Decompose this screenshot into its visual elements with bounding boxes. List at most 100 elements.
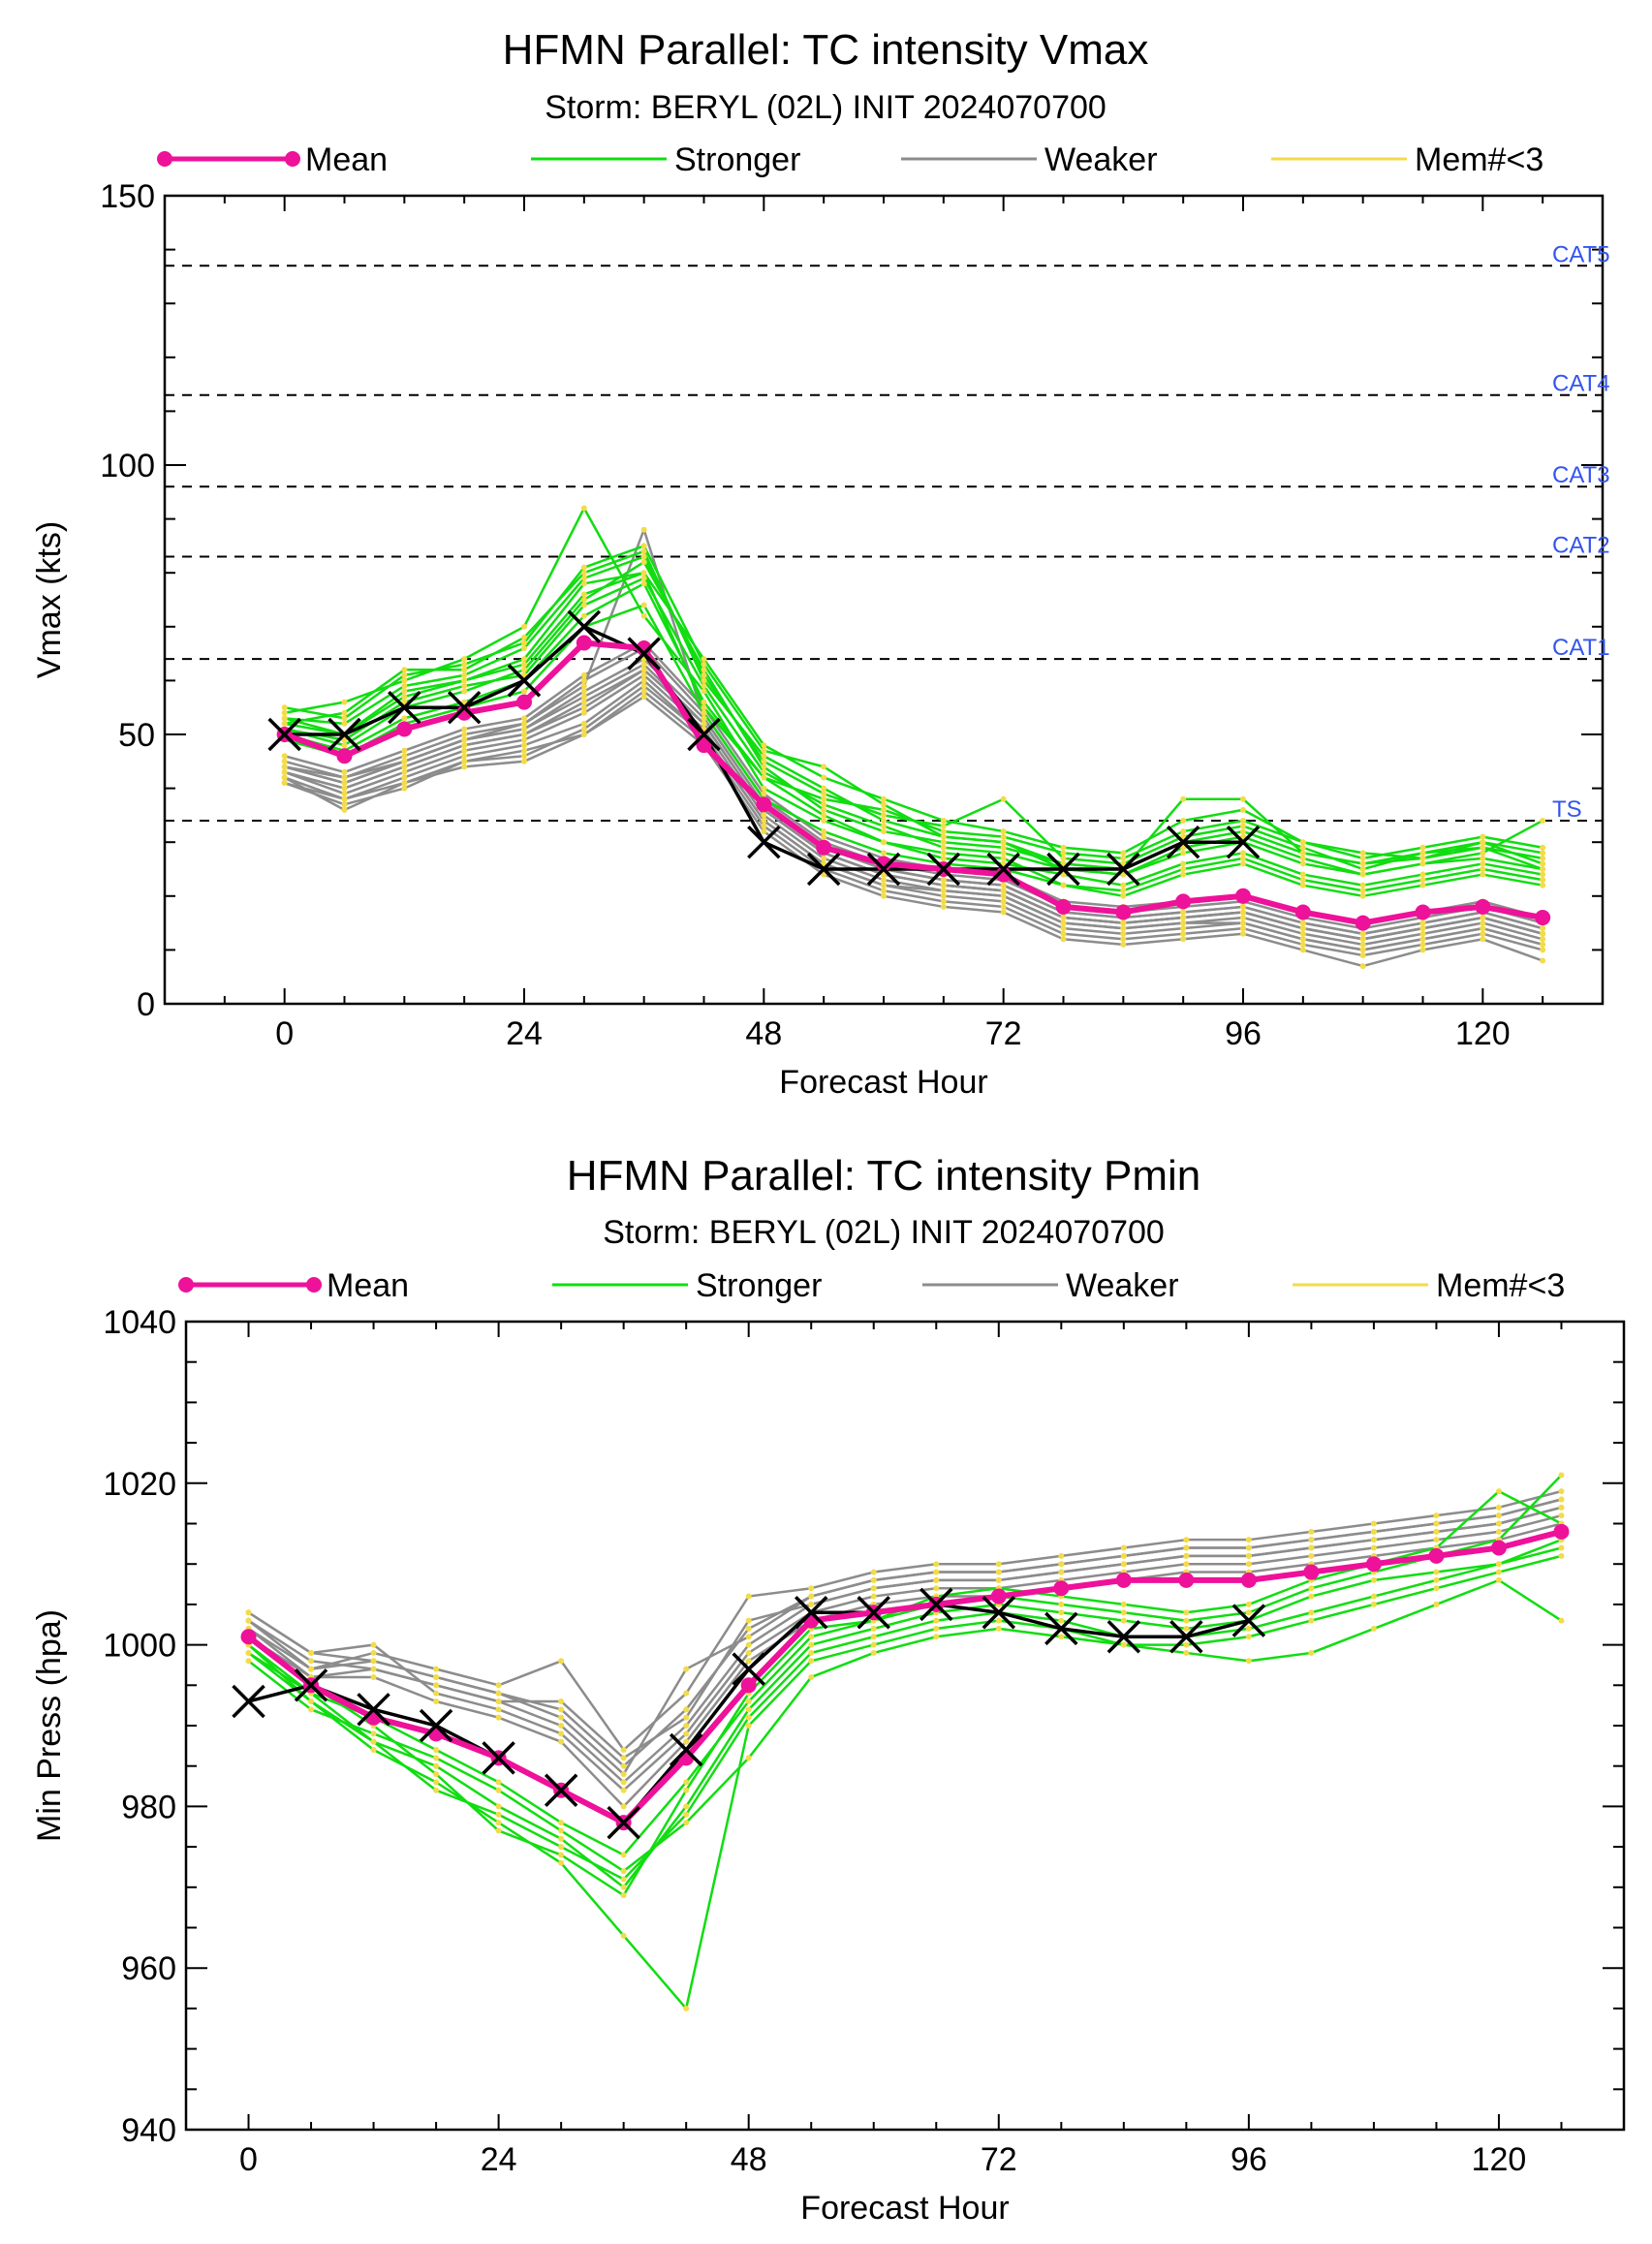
observed-point (687, 717, 721, 752)
member-point (761, 742, 767, 749)
member-point (401, 768, 408, 775)
member-point (640, 682, 647, 689)
x-tick-label: 24 (506, 1015, 543, 1052)
y-tick-label: 0 (137, 986, 155, 1023)
member-point (808, 1673, 815, 1680)
member-point (870, 1641, 877, 1648)
member-point (1359, 860, 1366, 867)
member-point (245, 1649, 252, 1656)
member-point (940, 877, 947, 884)
member-point (495, 1698, 502, 1704)
member-point (341, 791, 348, 797)
weaker-member-line (284, 695, 1543, 968)
member-point (821, 791, 827, 797)
member-point (1299, 844, 1306, 851)
member-point (821, 833, 827, 840)
member-point (1480, 936, 1486, 943)
member-point (495, 1779, 502, 1786)
member-point (1183, 1537, 1190, 1543)
member-point (761, 791, 767, 797)
member-point (281, 768, 288, 775)
member-point (1240, 828, 1246, 835)
member-point (1180, 909, 1187, 916)
member-point (1240, 795, 1246, 802)
member-point (495, 1682, 502, 1689)
member-point (940, 882, 947, 888)
mean-point (1535, 910, 1551, 926)
member-point (933, 1634, 940, 1640)
mean-point (1303, 1564, 1320, 1580)
member-point (1433, 1537, 1440, 1543)
member-point (1120, 1617, 1127, 1624)
member-point (640, 602, 647, 608)
member-point (1433, 1576, 1440, 1583)
member-point (308, 1666, 315, 1672)
stronger-member-line (284, 571, 1543, 898)
member-point (640, 580, 647, 587)
x-tick-label: 24 (481, 2141, 517, 2178)
observed-point (732, 1652, 765, 1686)
x-tick-label: 0 (275, 1015, 294, 1052)
member-point (401, 682, 408, 689)
member-point (341, 785, 348, 792)
member-point (933, 1585, 940, 1592)
observed-point (669, 1732, 703, 1767)
member-point (701, 671, 707, 678)
member-point (341, 736, 348, 743)
member-point (521, 720, 527, 727)
member-point (558, 1738, 565, 1745)
member-point (401, 764, 408, 770)
member-point (995, 1625, 1002, 1632)
member-point (1060, 871, 1067, 878)
member-point (1245, 1658, 1252, 1665)
member-point (281, 715, 288, 722)
member-point (1058, 1561, 1065, 1568)
mean-point (816, 839, 832, 856)
member-point (870, 1625, 877, 1632)
member-point (1060, 844, 1067, 851)
member-point (701, 677, 707, 684)
member-point (370, 1738, 377, 1745)
member-point (433, 1666, 440, 1672)
member-point (683, 1811, 690, 1818)
category-label-cat3: CAT3 (1552, 462, 1610, 488)
mean-point (1553, 1523, 1570, 1540)
member-point (761, 785, 767, 792)
mean-point (1115, 1572, 1132, 1588)
member-point (1480, 860, 1486, 867)
member-point (683, 1714, 690, 1721)
member-point (1558, 1472, 1565, 1479)
member-point (521, 667, 527, 673)
member-point (1480, 839, 1486, 846)
pmin-legend: Mean Stronger Weaker Mem#<3 (178, 1267, 1565, 1304)
member-point (521, 623, 527, 630)
member-point (1308, 1552, 1315, 1559)
member-point (370, 1673, 377, 1680)
stronger-member-line (284, 604, 1543, 892)
member-point (495, 1690, 502, 1697)
member-point (821, 785, 827, 792)
member-point (1240, 855, 1246, 861)
member-point (1299, 936, 1306, 943)
observed-point (982, 1596, 1016, 1630)
member-point (1370, 1544, 1377, 1551)
observed-point (1226, 825, 1261, 859)
member-point (461, 688, 468, 695)
member-point (1495, 1528, 1502, 1535)
member-point (370, 1666, 377, 1672)
member-point (640, 570, 647, 577)
member-point (683, 1690, 690, 1697)
observed-point (986, 852, 1020, 887)
member-point (580, 612, 587, 619)
member-point (245, 1617, 252, 1624)
observed-point (544, 1773, 578, 1807)
member-point (1060, 915, 1067, 921)
member-point (461, 747, 468, 754)
member-point (745, 1714, 752, 1721)
member-point (521, 634, 527, 640)
member-point (870, 1649, 877, 1656)
member-point (401, 677, 408, 684)
mean-point (1178, 1572, 1195, 1588)
member-point (940, 828, 947, 835)
member-point (1480, 925, 1486, 932)
